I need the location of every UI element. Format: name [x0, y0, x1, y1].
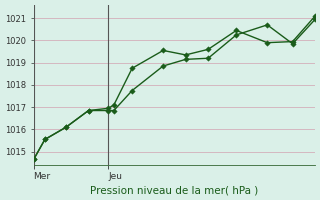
X-axis label: Pression niveau de la mer( hPa ): Pression niveau de la mer( hPa ): [90, 185, 259, 195]
